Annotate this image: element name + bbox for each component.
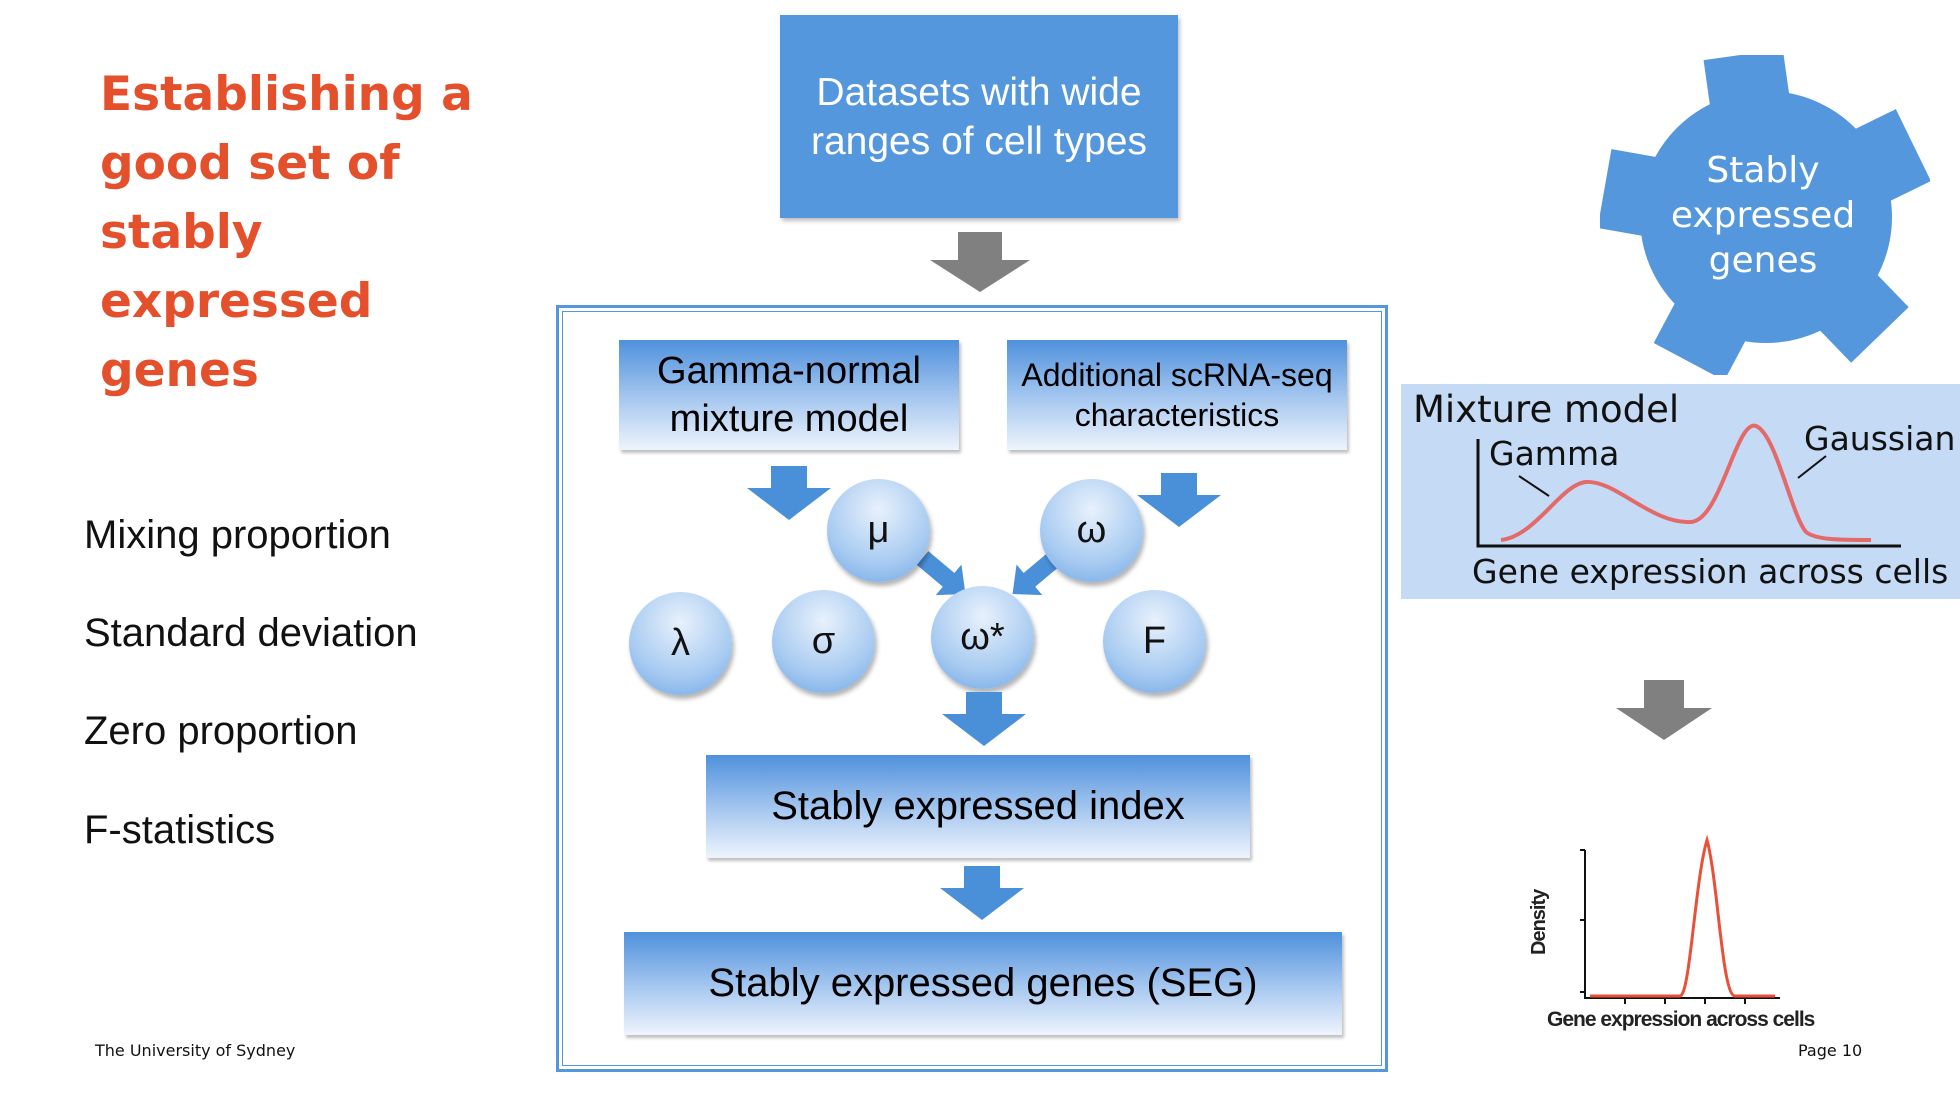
- datasets-label: Datasets with wide ranges of cell types: [810, 70, 1147, 163]
- omega-bubble: ω: [1040, 479, 1143, 582]
- footer-university: The University of Sydney: [95, 1041, 296, 1060]
- additional-characteristics-label: Additional scRNA-seq characteristics: [1021, 357, 1333, 433]
- f-label: F: [1142, 620, 1167, 662]
- density-ylabel: Density: [1528, 889, 1550, 955]
- slide-title: Establishing a good set of stably expres…: [100, 67, 473, 398]
- stably-expressed-genes-box: Stably expressed genes (SEG): [624, 932, 1342, 1035]
- sigma-label: σ: [811, 620, 836, 662]
- f-bubble: F: [1103, 590, 1206, 693]
- omega-star-bubble: ω*: [931, 586, 1034, 689]
- diagonal-arrows-icon: [916, 551, 1062, 596]
- method-frame-inner: [562, 311, 1382, 1066]
- lambda-label: λ: [671, 622, 690, 664]
- arrow-down-blue-icon: [940, 866, 1024, 920]
- mixture-model-title: Mixture model: [1413, 388, 1680, 431]
- stably-expressed-index-label: Stably expressed index: [771, 784, 1185, 828]
- gamma-normal-label: Gamma-normal mixture model: [657, 350, 921, 440]
- stably-expressed-index-box: Stably expressed index: [706, 755, 1250, 858]
- arrow-down-gray-icon: [1616, 680, 1712, 740]
- omega-label: ω: [1076, 509, 1107, 551]
- method-frame: [556, 305, 1388, 1072]
- omega-star-label: ω*: [960, 616, 1005, 658]
- arrow-down-blue-icon: [747, 466, 831, 520]
- lambda-bubble: λ: [629, 592, 732, 695]
- mu-label: μ: [867, 509, 890, 551]
- additional-characteristics-box: Additional scRNA-seq characteristics: [1007, 340, 1347, 450]
- feature-standard-deviation: Standard deviation: [84, 611, 418, 655]
- sigma-bubble: σ: [772, 590, 875, 693]
- arrow-down-blue-icon: [942, 692, 1026, 746]
- mixture-curve-plot: [1476, 423, 1901, 548]
- gamma-label: Gamma: [1489, 434, 1620, 473]
- feature-zero-proportion: Zero proportion: [84, 709, 358, 753]
- gear-label: Stably expressed genes: [1670, 150, 1856, 281]
- gear-icon: [1600, 55, 1930, 375]
- arrow-down-gray-icon: [930, 232, 1030, 292]
- density-xlabel: Gene expression across cells: [1547, 1008, 1815, 1031]
- gamma-normal-box: Gamma-normal mixture model: [619, 340, 959, 450]
- feature-mixing-proportion: Mixing proportion: [84, 513, 391, 557]
- stably-expressed-genes-label: Stably expressed genes (SEG): [708, 961, 1258, 1005]
- density-plot: [1580, 834, 1780, 1004]
- mixture-xlabel: Gene expression across cells: [1472, 552, 1949, 591]
- datasets-box: Datasets with wide ranges of cell types: [780, 15, 1178, 218]
- arrow-down-blue-icon: [1137, 473, 1221, 527]
- gaussian-label: Gaussian: [1804, 419, 1956, 458]
- mixture-model-panel: [1401, 384, 1960, 599]
- feature-f-statistics: F-statistics: [84, 808, 276, 852]
- mu-bubble: μ: [827, 479, 930, 582]
- footer-page-number: Page 10: [1798, 1041, 1863, 1060]
